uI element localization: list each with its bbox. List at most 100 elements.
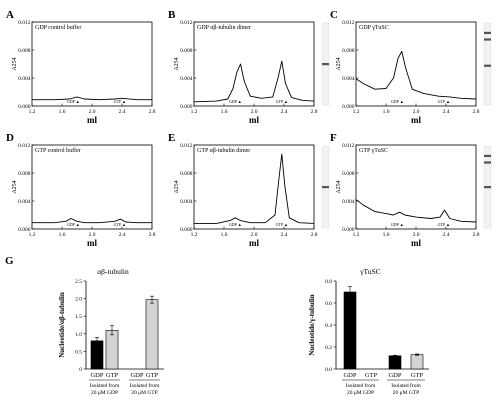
x-tick-label: 1.2 [191, 232, 198, 238]
group-label: Isolated from [130, 382, 160, 389]
bar-tusc-gdp [343, 291, 357, 370]
peak-marker-label: GTP ▲ [276, 99, 288, 104]
x-tick-label: 2.0 [251, 109, 258, 115]
panel-letter-a: A [6, 9, 14, 21]
peak-marker-label: GTP ▲ [114, 99, 126, 104]
group-label: 20 μM GTP [131, 390, 157, 396]
plot-frame-b [193, 21, 315, 107]
bar-tusc-gtp [410, 354, 424, 370]
group-label: Isolated from [90, 382, 120, 389]
plot-frame-d [31, 144, 153, 230]
peak-marker-label: GDP ▲ [229, 222, 242, 227]
peak-marker-label: GTP ▲ [438, 222, 450, 227]
plot-frame-a [31, 21, 153, 107]
x-axis-label: ml [411, 115, 421, 125]
y-tick-label: 0.0 [325, 367, 332, 373]
y-axis-label: A254 [12, 57, 18, 70]
y-tick-label: 0.012 [18, 20, 31, 26]
panel-title-a: GDP control buffer [35, 24, 81, 31]
plot-frame-c [355, 21, 477, 107]
x-tick-label: 2.8 [473, 232, 480, 238]
y-tick-label: 0 [79, 367, 82, 373]
y-tick-label: 0.012 [342, 20, 355, 26]
y-tick-label: 0.000 [18, 104, 31, 110]
panel-letter-b: B [168, 9, 176, 21]
y-tick-label: 2.0 [75, 297, 82, 303]
panel-letter-d: D [6, 132, 14, 144]
gel-band [484, 38, 491, 41]
y-tick-label: 0.004 [342, 76, 355, 82]
y-axis-label-tusc: Nucleotide/γ-tubulin [308, 294, 316, 355]
panel-letter-g: G [5, 255, 14, 267]
category-label: GTP [365, 372, 378, 379]
x-tick-label: 2.4 [281, 109, 288, 115]
bar-tusc-gdp [388, 355, 402, 370]
chromatogram-line-b [193, 60, 315, 103]
chromatogram-line-f [355, 199, 477, 223]
y-tick-label: 0.008 [18, 48, 31, 54]
y-axis-label: A254 [336, 180, 342, 193]
chromatogram-line-d [32, 218, 152, 224]
y-tick-label: 0.5 [75, 349, 82, 355]
y-tick-label: 0.004 [18, 76, 31, 82]
x-tick-label: 2.0 [251, 232, 258, 238]
x-tick-label: 1.6 [221, 109, 228, 115]
y-tick-label: 0.000 [180, 104, 193, 110]
peak-marker-label: GDP ▲ [229, 99, 242, 104]
category-label: GDP [130, 372, 143, 379]
x-tick-label: 2.8 [311, 109, 318, 115]
x-tick-label: 2.0 [89, 109, 96, 115]
chart-title-tubulin: αβ-tubulin [97, 267, 129, 276]
y-tick-label: 0.008 [180, 171, 193, 177]
x-tick-label: 2.0 [413, 109, 420, 115]
y-axis-label: A254 [174, 57, 180, 70]
x-axis-label: ml [249, 238, 259, 248]
x-tick-label: 2.0 [89, 232, 96, 238]
peak-marker-label: GDP ▲ [67, 222, 80, 227]
x-axis-label: ml [87, 115, 97, 125]
panel-title-c: GDP γTuSC [359, 25, 389, 31]
y-tick-label: 0.008 [18, 171, 31, 177]
x-tick-label: 1.6 [59, 232, 66, 238]
gel-band [484, 154, 491, 158]
x-axis-label: ml [87, 238, 97, 248]
y-tick-label: 0.008 [180, 48, 193, 54]
group-label: 20 μM GDP [347, 390, 374, 396]
category-label: GTP [411, 372, 424, 379]
x-tick-label: 1.2 [29, 109, 36, 115]
y-tick-label: 1.0 [75, 332, 82, 338]
x-tick-label: 1.2 [353, 232, 360, 238]
x-tick-label: 2.4 [443, 232, 450, 238]
category-label: GTP [146, 372, 159, 379]
y-tick-label: 0.004 [18, 199, 31, 205]
bar-tubulin-gtp [105, 329, 119, 370]
y-tick-label: 2.5 [75, 279, 82, 285]
gel-band [484, 186, 491, 189]
y-tick-label: 1.5 [75, 314, 82, 320]
y-tick-label: 0.008 [342, 48, 355, 54]
y-tick-label: 0.004 [180, 199, 193, 205]
y-tick-label: 0.4 [325, 323, 332, 329]
x-tick-label: 1.6 [221, 232, 228, 238]
y-tick-label: 0.012 [18, 143, 31, 149]
panel-title-e: GTP αβ-tubulin dimer [197, 148, 250, 154]
gel-lane-c [483, 22, 492, 106]
x-tick-label: 1.2 [353, 109, 360, 115]
x-tick-label: 2.8 [149, 232, 156, 238]
y-tick-label: 0.8 [325, 279, 332, 285]
peak-marker-label: GDP ▲ [391, 99, 404, 104]
peak-marker-label: GTP ▲ [276, 222, 288, 227]
x-axis-label: ml [249, 115, 259, 125]
y-tick-label: 0.6 [325, 301, 332, 307]
peak-marker-label: GDP ▲ [67, 99, 80, 104]
x-tick-label: 2.8 [473, 109, 480, 115]
x-tick-label: 2.4 [119, 232, 126, 238]
category-label: GDP [343, 372, 356, 379]
peak-marker-label: GTP ▲ [114, 222, 126, 227]
y-tick-label: 0.000 [342, 227, 355, 233]
panel-letter-f: F [330, 132, 337, 144]
y-tick-label: 0.004 [342, 199, 355, 205]
peak-marker-label: GTP ▲ [438, 99, 450, 104]
y-axis-label: A254 [12, 180, 18, 193]
